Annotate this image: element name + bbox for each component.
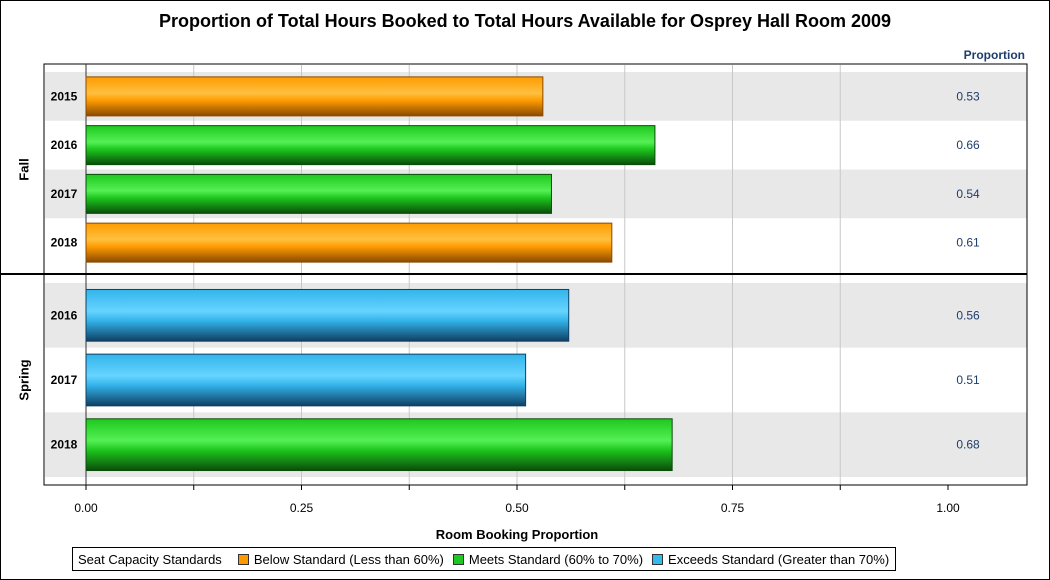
value-label-spring-2016: 0.56 xyxy=(956,308,980,322)
group-label-fall: Fall xyxy=(16,158,31,180)
category-label-spring-2016: 2016 xyxy=(51,308,78,322)
category-label-fall-2016: 2016 xyxy=(51,138,78,152)
legend-item-exceeds: Exceeds Standard (Greater than 70%) xyxy=(652,552,889,567)
bar-fall-2016 xyxy=(85,125,656,166)
x-tick-label: 1.00 xyxy=(936,501,960,515)
legend-label-meets: Meets Standard (60% to 70%) xyxy=(468,551,644,567)
category-label-fall-2015: 2015 xyxy=(51,89,78,103)
x-tick-label: 0.75 xyxy=(721,501,745,515)
category-label-spring-2017: 2017 xyxy=(51,373,78,387)
x-tick-label: 0.00 xyxy=(74,501,98,515)
chart-title: Proportion of Total Hours Booked to Tota… xyxy=(159,11,891,31)
x-tick-label: 0.50 xyxy=(505,501,529,515)
value-label-fall-2017: 0.54 xyxy=(956,187,980,201)
legend-swatch-below xyxy=(237,553,249,565)
value-label-spring-2017: 0.51 xyxy=(956,373,980,387)
bar-spring-2017 xyxy=(85,353,527,407)
legend-swatch-meets xyxy=(452,553,464,565)
legend-swatch-exceeds xyxy=(652,553,664,565)
bar-spring-2018 xyxy=(85,418,673,472)
category-label-fall-2018: 2018 xyxy=(51,236,78,250)
legend-label-exceeds: Exceeds Standard (Greater than 70%) xyxy=(668,551,890,567)
legend-label-below: Below Standard (Less than 60%) xyxy=(253,551,444,567)
bar-fall-2015 xyxy=(85,76,544,117)
legend: Seat Capacity Standards Below Standard (… xyxy=(72,547,897,571)
category-label-spring-2018: 2018 xyxy=(51,438,78,452)
category-label-fall-2017: 2017 xyxy=(51,187,78,201)
value-label-fall-2016: 0.66 xyxy=(956,138,980,152)
legend-item-below: Below Standard (Less than 60%) xyxy=(237,551,444,567)
legend-title: Seat Capacity Standards xyxy=(78,551,222,567)
group-label-spring: Spring xyxy=(16,359,31,400)
value-column-header: Proportion xyxy=(964,48,1025,62)
value-label-fall-2018: 0.61 xyxy=(956,236,980,250)
legend-item-meets: Meets Standard (60% to 70%) xyxy=(452,551,644,567)
bar-fall-2017 xyxy=(85,173,552,214)
x-tick-label: 0.25 xyxy=(290,501,314,515)
value-label-spring-2018: 0.68 xyxy=(956,438,980,452)
bar-spring-2016 xyxy=(85,288,570,342)
value-label-fall-2015: 0.53 xyxy=(956,89,980,103)
bar-fall-2018 xyxy=(85,222,613,263)
x-axis-title: Room Booking Proportion xyxy=(436,527,599,542)
